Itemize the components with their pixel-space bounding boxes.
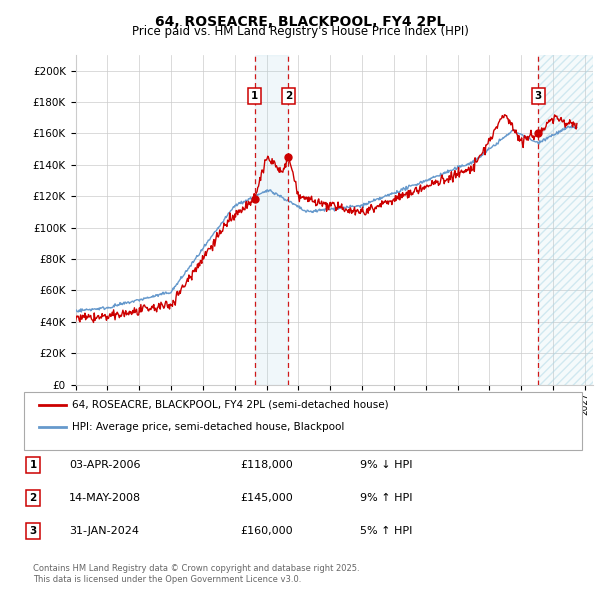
Bar — [538, 55, 593, 385]
Text: 3: 3 — [535, 91, 542, 101]
Text: Contains HM Land Registry data © Crown copyright and database right 2025.: Contains HM Land Registry data © Crown c… — [33, 565, 359, 573]
Bar — [538, 55, 593, 385]
Text: Price paid vs. HM Land Registry's House Price Index (HPI): Price paid vs. HM Land Registry's House … — [131, 25, 469, 38]
Text: 31-JAN-2024: 31-JAN-2024 — [69, 526, 139, 536]
Text: 64, ROSEACRE, BLACKPOOL, FY4 2PL: 64, ROSEACRE, BLACKPOOL, FY4 2PL — [155, 15, 445, 29]
Text: 1: 1 — [29, 460, 37, 470]
Text: 3: 3 — [29, 526, 37, 536]
Text: 2: 2 — [285, 91, 292, 101]
Text: 2: 2 — [29, 493, 37, 503]
Text: £160,000: £160,000 — [240, 526, 293, 536]
Text: 5% ↑ HPI: 5% ↑ HPI — [360, 526, 412, 536]
Text: 03-APR-2006: 03-APR-2006 — [69, 460, 140, 470]
Text: £145,000: £145,000 — [240, 493, 293, 503]
Text: 9% ↓ HPI: 9% ↓ HPI — [360, 460, 413, 470]
Bar — [254, 55, 289, 385]
Text: 64, ROSEACRE, BLACKPOOL, FY4 2PL (semi-detached house): 64, ROSEACRE, BLACKPOOL, FY4 2PL (semi-d… — [72, 400, 389, 409]
Text: 9% ↑ HPI: 9% ↑ HPI — [360, 493, 413, 503]
Text: £118,000: £118,000 — [240, 460, 293, 470]
Text: 14-MAY-2008: 14-MAY-2008 — [69, 493, 141, 503]
Text: This data is licensed under the Open Government Licence v3.0.: This data is licensed under the Open Gov… — [33, 575, 301, 584]
Text: HPI: Average price, semi-detached house, Blackpool: HPI: Average price, semi-detached house,… — [72, 422, 344, 432]
Text: 1: 1 — [251, 91, 258, 101]
